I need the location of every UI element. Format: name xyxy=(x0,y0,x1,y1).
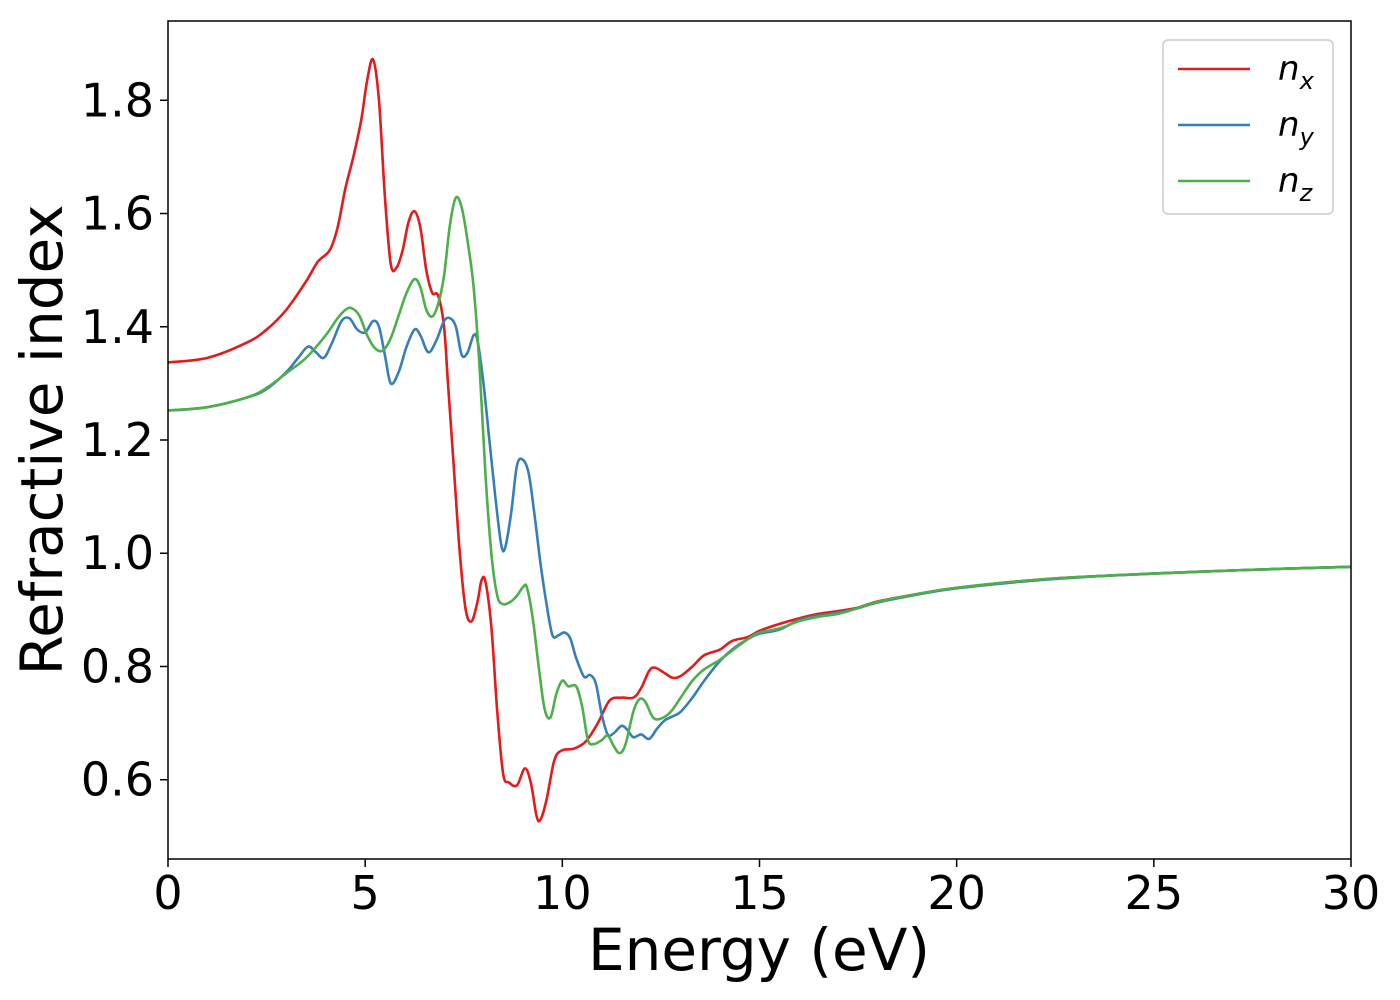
x-tick-label: 25 xyxy=(1125,866,1184,920)
legend-label-x: nx xyxy=(1278,49,1315,95)
x-axis: 0 5 10 15 20 25 30 xyxy=(153,859,1380,920)
y-axis-label: Refractive index xyxy=(8,204,76,675)
legend-label-z: nz xyxy=(1278,161,1314,207)
x-tick-label: 5 xyxy=(351,866,380,920)
y-tick-label: 0.6 xyxy=(81,753,154,807)
y-tick-label: 1.6 xyxy=(81,187,154,241)
x-tick-label: 0 xyxy=(153,866,182,920)
legend-label-main: n xyxy=(1278,105,1300,145)
y-tick-label: 0.8 xyxy=(81,639,154,693)
x-axis-label: Energy (eV) xyxy=(588,916,930,984)
series-line-x xyxy=(168,57,1351,823)
y-tick-label: 1.4 xyxy=(81,300,154,354)
series-line-z xyxy=(168,195,1351,755)
legend-label-main: n xyxy=(1278,161,1300,201)
legend-label-sub: z xyxy=(1299,179,1314,207)
legend-label-y: ny xyxy=(1278,105,1315,151)
series-line-y xyxy=(168,316,1351,741)
legend-label-sub: y xyxy=(1299,123,1315,151)
x-tick-label: 15 xyxy=(730,866,789,920)
x-tick-label: 20 xyxy=(927,866,986,920)
legend-label-main: n xyxy=(1278,49,1300,89)
y-axis: 0.6 0.8 1.0 1.2 1.4 1.6 1.8 xyxy=(81,73,168,807)
legend-label-sub: x xyxy=(1299,67,1315,95)
series-layer xyxy=(168,57,1351,823)
x-tick-label: 30 xyxy=(1322,866,1381,920)
legend-box xyxy=(1162,39,1334,215)
y-tick-label: 1.2 xyxy=(81,413,154,467)
y-tick-label: 1.8 xyxy=(81,73,154,127)
x-tick-label: 10 xyxy=(533,866,592,920)
y-tick-label: 1.0 xyxy=(81,526,154,580)
